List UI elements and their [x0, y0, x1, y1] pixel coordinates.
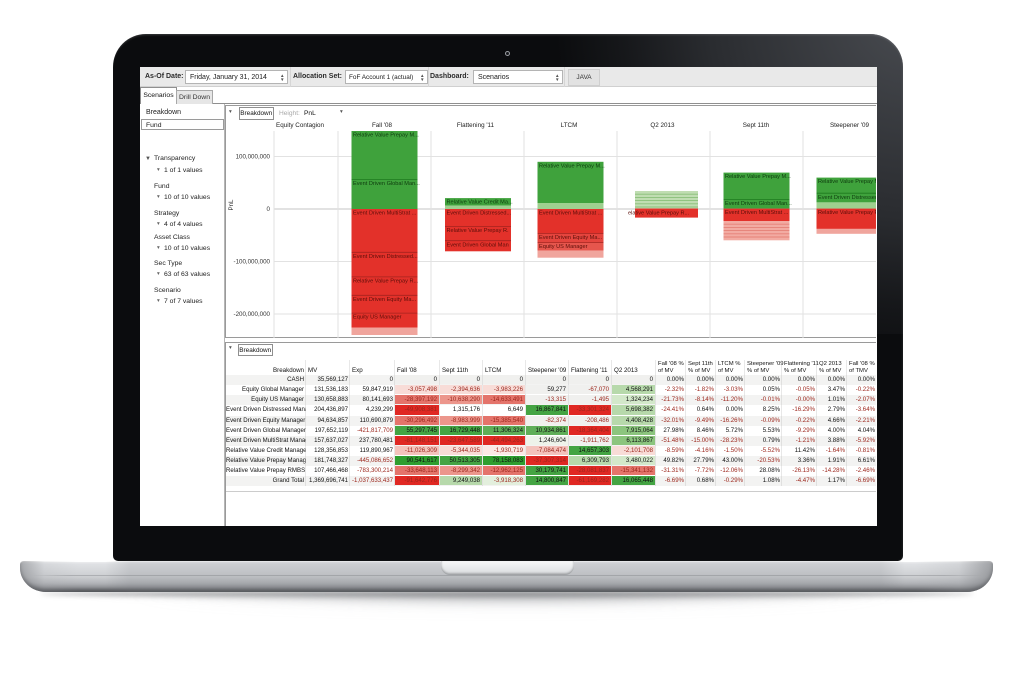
svg-text:Event Driven Equity Ma...: Event Driven Equity Ma...	[539, 235, 603, 241]
svg-text:Relative Value Prepay M...: Relative Value Prepay M...	[353, 133, 419, 139]
svg-text:Event Driven Global Man...: Event Driven Global Man...	[353, 181, 420, 187]
svg-text:Event Driven MultiStrat ...: Event Driven MultiStrat ...	[539, 211, 603, 217]
svg-text:Event Driven Distressed...: Event Driven Distressed...	[447, 211, 512, 217]
svg-text:PnL: PnL	[228, 199, 235, 211]
svg-text:Relative Value Prepay M...: Relative Value Prepay M...	[725, 174, 791, 180]
svg-text:Relative Value Prepay M: Relative Value Prepay M	[818, 179, 876, 185]
svg-text:Event Driven Distressed: Event Driven Distressed	[818, 195, 876, 201]
svg-text:elative Value Prepay R...: elative Value Prepay R...	[628, 210, 690, 216]
svg-text:Equity US Manager: Equity US Manager	[539, 244, 588, 250]
svg-text:Event Driven Global Man: Event Driven Global Man	[447, 242, 509, 248]
svg-text:-100,000,000: -100,000,000	[234, 259, 271, 266]
svg-text:-200,000,000: -200,000,000	[234, 311, 271, 318]
svg-text:Event Driven MultiStrat ...: Event Driven MultiStrat ...	[725, 210, 789, 216]
svg-text:Relative Value Prepay M...: Relative Value Prepay M...	[539, 163, 605, 169]
svg-text:Event Driven MultiStrat ...: Event Driven MultiStrat ...	[353, 211, 417, 217]
svg-text:Relative Value Prepay R...: Relative Value Prepay R...	[353, 279, 419, 285]
svg-text:Relative Value Credit Ma...: Relative Value Credit Ma...	[447, 200, 514, 206]
svg-text:0: 0	[267, 206, 271, 213]
svg-text:Event Driven Global Man...: Event Driven Global Man...	[725, 201, 792, 207]
svg-text:Event Driven Equity Ma...: Event Driven Equity Ma...	[353, 297, 417, 303]
svg-text:100,000,000: 100,000,000	[236, 154, 271, 161]
svg-text:Event Driven Distressed...: Event Driven Distressed...	[353, 254, 418, 260]
svg-text:Relative Value Prepay R.: Relative Value Prepay R.	[447, 228, 510, 234]
svg-text:Equity US Manager: Equity US Manager	[353, 315, 402, 321]
svg-text:Relative Value Prepay R: Relative Value Prepay R	[818, 210, 876, 216]
